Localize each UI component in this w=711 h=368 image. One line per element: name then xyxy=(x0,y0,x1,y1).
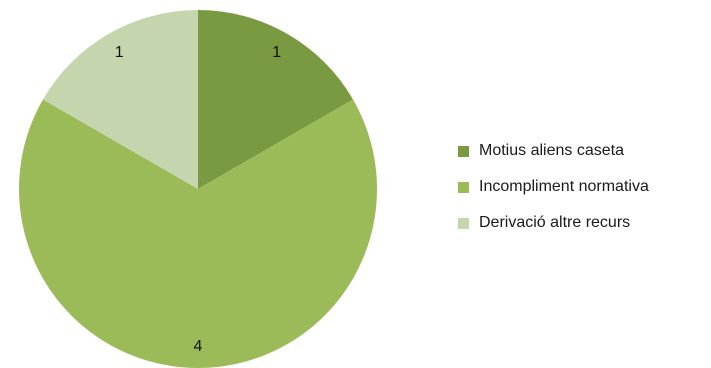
pie-slices xyxy=(19,10,378,368)
legend-swatch xyxy=(458,217,469,229)
legend-label: Derivació altre recurs xyxy=(479,214,631,231)
legend-item-incompliment-normativa: Incompliment normativa xyxy=(458,176,649,198)
legend-swatch xyxy=(458,145,469,157)
pie-slice-2 xyxy=(19,99,378,368)
pie-data-labels: 1 4 1 xyxy=(115,44,282,355)
legend-swatch xyxy=(458,181,469,193)
legend-item-motius-aliens-caseta: Motius aliens caseta xyxy=(458,140,649,162)
legend-label: Motius aliens caseta xyxy=(479,142,624,159)
legend-item-derivacio-altre-recurs: Derivació altre recurs xyxy=(458,212,649,234)
pie-slice-1 xyxy=(198,10,354,189)
legend: Motius aliens caseta Incompliment normat… xyxy=(458,140,649,234)
pie-slice-3 xyxy=(42,10,199,189)
data-label-2: 4 xyxy=(194,338,203,355)
data-label-1: 1 xyxy=(272,44,281,61)
data-label-3: 1 xyxy=(115,44,124,61)
legend-label: Incompliment normativa xyxy=(479,178,649,195)
